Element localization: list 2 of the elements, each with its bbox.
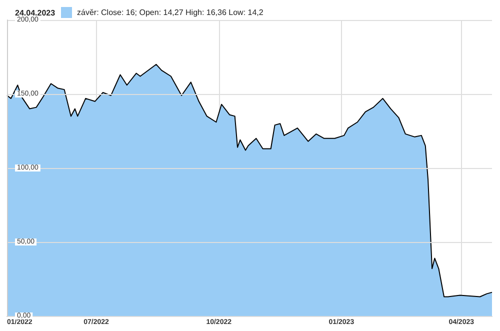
- legend-label: závěr: Close: 16; Open: 14,27 High: 16,36 Low: 14,2: [77, 8, 264, 17]
- chart-title: 24.04.2023: [15, 8, 56, 18]
